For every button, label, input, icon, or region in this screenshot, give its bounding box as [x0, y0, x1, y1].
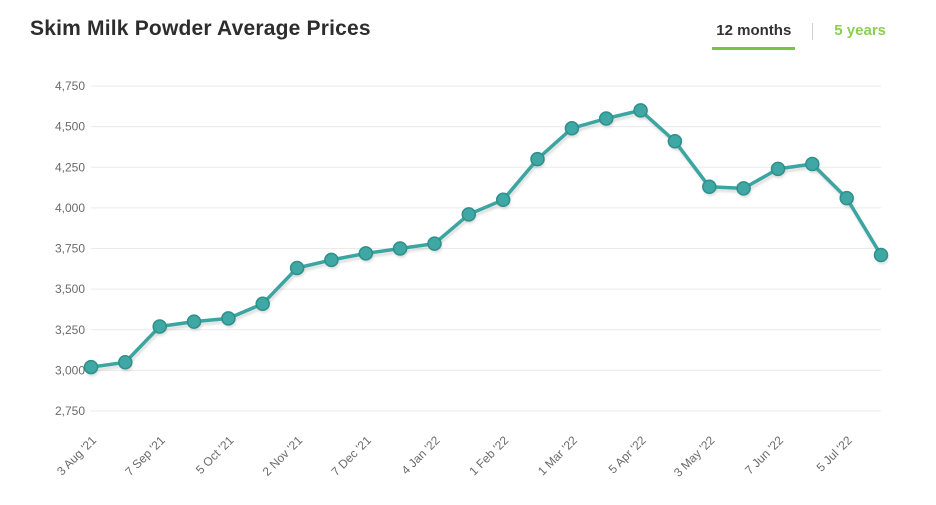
data-point-marker[interactable]	[770, 161, 786, 177]
tab-divider	[812, 23, 814, 40]
y-axis-tick-label: 3,500	[55, 282, 85, 296]
data-point-marker[interactable]	[702, 179, 717, 195]
x-axis-tick-label: 3 May '22	[671, 433, 718, 480]
data-point-marker[interactable]	[83, 359, 99, 375]
price-series-line	[89, 108, 883, 369]
data-point-marker[interactable]	[255, 296, 270, 312]
data-point-marker[interactable]	[392, 241, 408, 256]
y-axis-tick-label: 4,750	[55, 79, 85, 93]
line-shadow	[90, 111, 884, 372]
data-point-marker[interactable]	[873, 247, 889, 263]
data-point-marker[interactable]	[805, 156, 820, 172]
data-point-marker[interactable]	[530, 151, 545, 167]
y-axis-tick-label: 4,500	[55, 120, 85, 134]
data-point-marker[interactable]	[427, 236, 442, 251]
header: Skim Milk Powder Average Prices 12 month…	[0, 0, 936, 60]
page-title: Skim Milk Powder Average Prices	[30, 17, 371, 40]
time-range-tabs: 12 months 5 years	[712, 22, 890, 50]
x-axis-tick-label: 5 Jul '22	[814, 433, 855, 474]
data-point-marker[interactable]	[324, 252, 339, 268]
data-point-marker[interactable]	[736, 181, 751, 196]
data-point-marker[interactable]	[839, 190, 854, 206]
data-point-marker[interactable]	[667, 134, 683, 149]
data-point-marker[interactable]	[118, 355, 133, 370]
x-axis-tick-label: 1 Mar '22	[535, 433, 580, 478]
x-axis-tick-label: 1 Feb '22	[466, 433, 511, 478]
x-axis-tick-label: 7 Sep '21	[122, 433, 168, 479]
data-point-marker[interactable]	[358, 246, 374, 261]
data-point-marker[interactable]	[598, 111, 614, 126]
data-point-marker[interactable]	[633, 103, 648, 118]
x-axis-tick-label: 4 Jan '22	[399, 433, 443, 477]
tab-12-months[interactable]: 12 months	[712, 22, 796, 50]
y-axis-tick-label: 2,750	[55, 404, 85, 418]
x-axis-tick-label: 3 Aug '21	[54, 433, 99, 478]
data-point-marker[interactable]	[495, 192, 511, 208]
x-axis-tick-label: 5 Apr '22	[606, 433, 649, 476]
x-axis-tick-label: 7 Jun '22	[742, 433, 786, 477]
y-axis-tick-label: 4,000	[55, 201, 85, 215]
data-point-marker[interactable]	[289, 260, 305, 276]
data-point-marker[interactable]	[186, 314, 202, 329]
data-point-marker[interactable]	[564, 121, 580, 136]
x-axis-tick-label: 5 Oct '21	[193, 433, 237, 477]
y-axis-tick-label: 3,750	[55, 242, 85, 256]
tab-5-years-label: 5 years	[834, 22, 886, 39]
x-axis-tick-label: 2 Nov '21	[260, 433, 306, 479]
y-axis-tick-label: 3,250	[55, 323, 85, 337]
x-axis-tick-label: 7 Dec '21	[328, 433, 374, 479]
tab-12-months-label: 12 months	[716, 22, 792, 39]
data-point-marker[interactable]	[461, 207, 477, 222]
y-axis-tick-label: 4,250	[55, 160, 85, 174]
y-axis-tick-label: 3,000	[55, 363, 85, 377]
data-point-marker[interactable]	[221, 311, 236, 326]
data-point-marker[interactable]	[152, 319, 167, 334]
tab-5-years[interactable]: 5 years	[830, 22, 890, 39]
